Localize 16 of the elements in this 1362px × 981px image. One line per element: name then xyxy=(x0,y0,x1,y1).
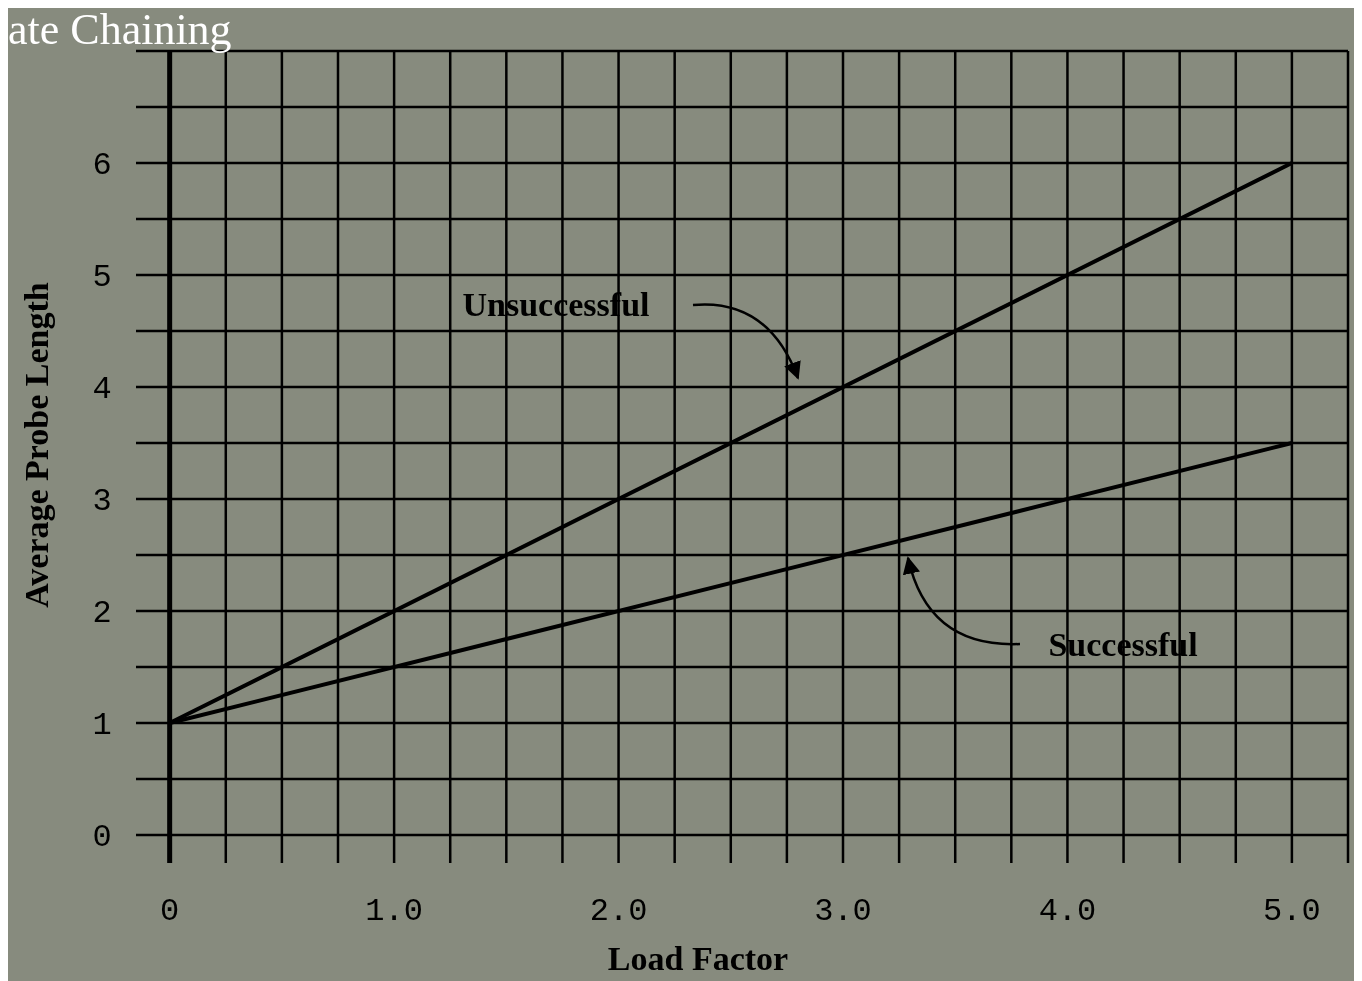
x-tick-label: 3.0 xyxy=(814,893,872,930)
y-tick-label: 0 xyxy=(92,819,112,857)
y-tick-label: 2 xyxy=(92,595,112,633)
x-tick-label: 4.0 xyxy=(1038,893,1097,930)
y-tick-label: 6 xyxy=(92,147,112,185)
y-tick-label: 3 xyxy=(92,483,112,521)
y-tick-label: 4 xyxy=(92,371,112,409)
x-axis-title: Load Factor xyxy=(607,940,789,977)
y-tick-label: 5 xyxy=(92,259,112,297)
y-tick-label: 1 xyxy=(92,707,112,745)
y-axis-title: Average Probe Length xyxy=(18,282,55,608)
x-tick-label: 0 xyxy=(160,893,180,930)
x-tick-label: 5.0 xyxy=(1263,893,1321,930)
chart-title: ate Chaining xyxy=(8,5,232,54)
x-tick-label: 1.0 xyxy=(365,893,423,930)
x-tick-label: 2.0 xyxy=(589,893,648,930)
